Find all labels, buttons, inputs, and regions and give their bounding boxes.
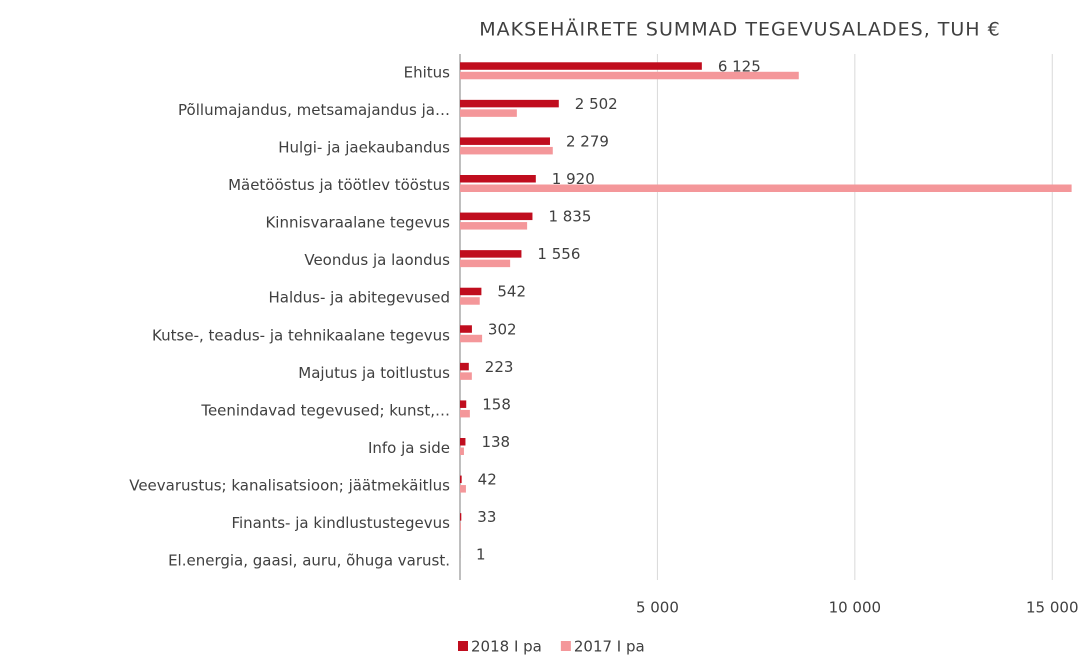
bar	[460, 250, 522, 258]
data-label: 1 920	[552, 170, 595, 188]
bar	[460, 222, 528, 230]
bar	[460, 334, 483, 343]
bar	[460, 522, 461, 531]
legend-label: 2018 I pa	[471, 638, 542, 656]
y-tick-label: Põllumajandus, metsamajandus ja…	[178, 101, 450, 119]
y-tick-label: Veondus ja laondus	[304, 251, 450, 269]
bar	[460, 372, 472, 380]
chart-title: MAKSEHÄIRETE SUMMAD TEGEVUSALADES, TUH €	[479, 18, 1000, 41]
bar	[460, 62, 702, 70]
bar	[460, 175, 536, 183]
bar	[460, 513, 462, 521]
bar	[460, 409, 470, 418]
bar	[460, 137, 550, 145]
y-tick-label: Majutus ja toitlustus	[298, 364, 450, 382]
data-label: 223	[485, 358, 514, 376]
data-label: 158	[482, 395, 511, 413]
data-label: 302	[488, 320, 517, 338]
bar	[460, 485, 466, 493]
y-tick-label: Kinnisvaraalane tegevus	[265, 214, 450, 232]
bar	[460, 287, 482, 296]
x-tick-label: 15 000	[1026, 599, 1079, 617]
data-label: 2 502	[575, 95, 618, 113]
data-label: 542	[497, 283, 526, 301]
bar	[460, 400, 467, 408]
data-label: 33	[477, 508, 496, 526]
data-label: 1 556	[537, 245, 580, 263]
bar	[460, 475, 462, 484]
y-tick-label: Haldus- ja abitegevused	[269, 289, 450, 307]
x-tick-label: 5 000	[636, 599, 679, 617]
y-tick-label: Mäetööstus ja töötlev tööstus	[228, 176, 450, 194]
x-tick-label: 10 000	[829, 599, 882, 617]
y-tick-label: Info ja side	[368, 439, 450, 457]
y-tick-label: Ehitus	[404, 63, 451, 81]
data-label: 1	[476, 546, 486, 564]
y-tick-label: Teenindavad tegevused; kunst,…	[200, 401, 450, 419]
bar	[460, 259, 511, 268]
data-label: 42	[478, 471, 497, 489]
y-tick-label: Kutse-, teadus- ja tehnikaalane tegevus	[152, 326, 450, 344]
legend-swatch	[458, 641, 468, 651]
y-tick-label: Veevarustus; kanalisatsioon; jäätmekäitl…	[129, 477, 450, 495]
bar	[460, 71, 799, 80]
bar	[460, 438, 466, 446]
bar	[460, 99, 559, 108]
bar	[460, 297, 480, 305]
y-tick-label: Finants- ja kindlustustegevus	[231, 514, 450, 532]
data-label: 138	[481, 433, 510, 451]
legend-label: 2017 I pa	[574, 638, 645, 656]
bar	[460, 184, 1072, 192]
data-label: 6 125	[718, 57, 761, 75]
data-label: 1 835	[548, 208, 591, 226]
bar	[460, 325, 472, 333]
y-tick-label: El.energia, gaasi, auru, õhuga varust.	[168, 552, 450, 570]
bar	[460, 109, 517, 117]
bar	[460, 447, 464, 455]
bar	[460, 212, 533, 221]
legend-swatch	[560, 641, 571, 651]
data-label: 2 279	[566, 132, 609, 150]
y-tick-label: Hulgi- ja jaekaubandus	[278, 138, 450, 156]
bar	[460, 362, 469, 371]
bar	[460, 146, 553, 155]
